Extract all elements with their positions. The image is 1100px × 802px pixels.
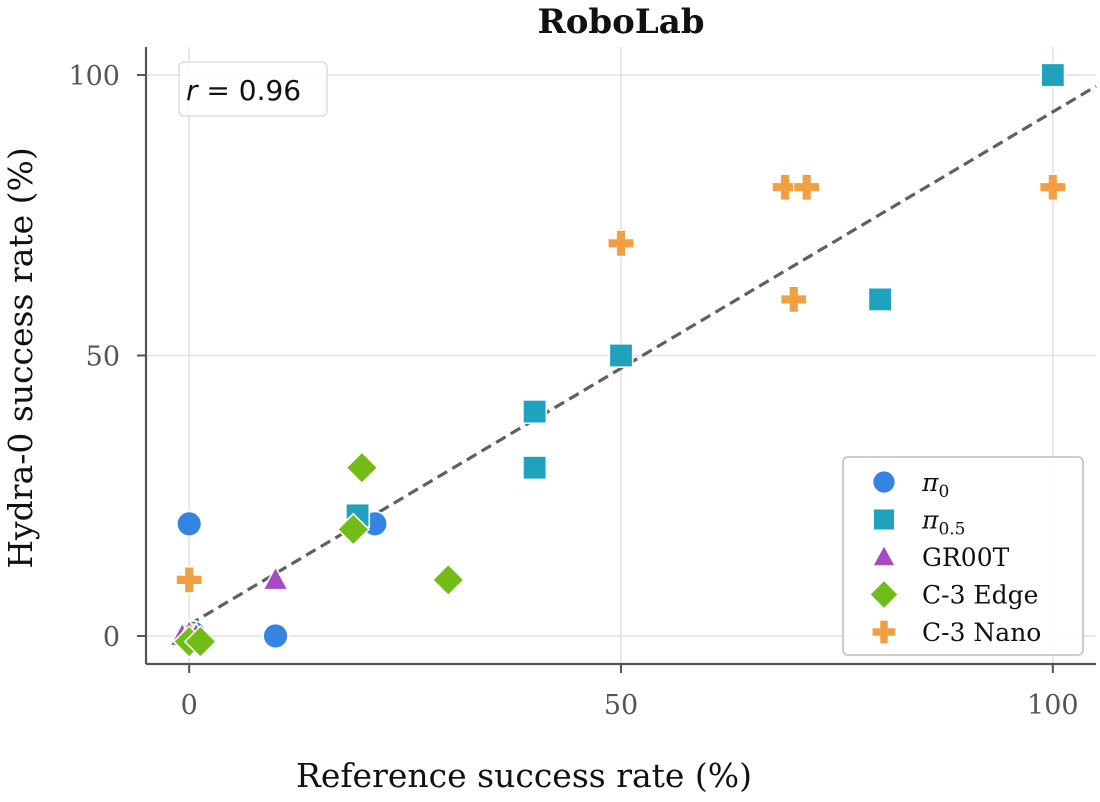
- data-point-s4-p4: [780, 285, 808, 314]
- annotation-variable: r: [186, 74, 199, 107]
- chart-title: RoboLab: [537, 2, 704, 42]
- x-tick-label: 50: [604, 690, 638, 721]
- fit-line: [188, 84, 1097, 627]
- data-points: [168, 62, 1067, 659]
- legend-label-2: GR00T: [922, 543, 1010, 572]
- x-tick-label: 0: [181, 690, 198, 721]
- x-tick-label: 100: [1027, 690, 1079, 721]
- axis-ticks: 0 50 100 0 50 100: [68, 61, 1078, 721]
- data-point-s4-p5: [1039, 173, 1067, 201]
- legend-label-1: π0.5: [921, 506, 965, 540]
- data-point-s2-p0: [261, 565, 290, 591]
- y-tick-label: 50: [86, 342, 120, 373]
- annotation-box: [178, 61, 328, 117]
- data-point-s1-p3: [522, 399, 548, 425]
- y-tick-label: 0: [103, 622, 120, 653]
- x-axis-label: Reference success rate (%): [296, 756, 752, 795]
- legend-marker-0: [871, 469, 897, 495]
- legend-marker-3: [868, 578, 900, 611]
- data-point-s1-p1: [867, 286, 893, 312]
- data-point-s1-p4: [522, 455, 548, 481]
- y-axis-label: Hydra-0 success rate (%): [1, 147, 40, 569]
- data-point-s1-p0: [1040, 62, 1066, 88]
- legend-box: [842, 456, 1084, 656]
- data-point-s3-p0: [345, 450, 379, 485]
- data-point-s1-p2: [608, 342, 634, 368]
- annotation-value: = 0.96: [198, 74, 302, 107]
- legend-marker-4: [871, 619, 897, 645]
- data-point-s4-p1: [607, 229, 635, 257]
- legend-label-4: C-3 Nano: [922, 618, 1041, 647]
- data-point-s3-p1: [431, 563, 466, 597]
- data-point-s3-p2: [336, 512, 371, 547]
- data-point-s0-p0: [176, 510, 203, 537]
- data-point-s4-p0: [175, 566, 203, 594]
- data-point-s0-p3: [262, 622, 289, 650]
- legend-marker-1: [872, 507, 896, 532]
- y-tick-label: 100: [68, 61, 120, 92]
- annotation-text: r = 0.96: [186, 74, 301, 107]
- data-point-s3-p4: [183, 624, 218, 659]
- legend-label-0: π0: [921, 468, 949, 502]
- legend-label-3: C-3 Edge: [922, 581, 1038, 610]
- data-point-s4-p2: [771, 173, 799, 201]
- correlation-annotation: r = 0.96: [178, 61, 328, 117]
- legend: π0 π0.5 GR00T C-3 Edge C-3 Nano: [842, 456, 1084, 656]
- data-point-s4-p3: [793, 173, 821, 201]
- legend-marker-2: [871, 543, 897, 567]
